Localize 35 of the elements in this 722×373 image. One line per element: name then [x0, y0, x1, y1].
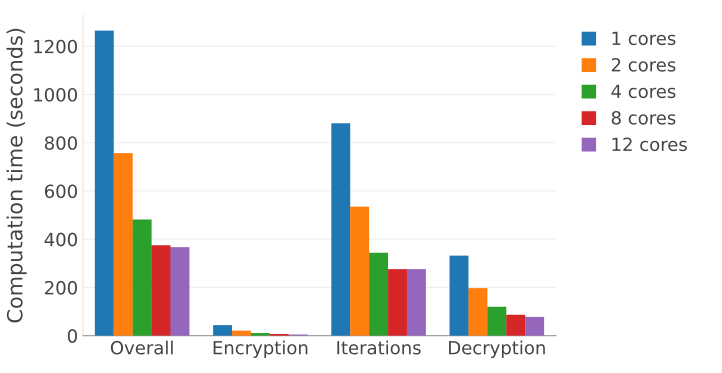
bar	[250, 333, 270, 336]
legend-label: 12 cores	[612, 137, 687, 152]
bar	[132, 219, 152, 336]
bar	[94, 30, 114, 336]
bar	[331, 123, 350, 336]
legend-label: 8 cores	[612, 110, 676, 125]
x-tick-label: Iterations	[337, 340, 421, 355]
bar	[525, 316, 544, 336]
legend-label: 2 cores	[612, 58, 676, 72]
bar	[468, 288, 488, 336]
bar	[213, 325, 232, 336]
x-tick-label: Overall	[110, 340, 173, 355]
y-axis-title: Computation time (seconds)	[6, 28, 27, 322]
bar	[170, 247, 190, 336]
bar	[487, 306, 506, 336]
bar	[369, 252, 388, 336]
y-tick-label: 800	[44, 136, 77, 150]
bar	[406, 269, 426, 336]
bar	[350, 206, 370, 336]
x-tick-label: Encryption	[214, 340, 308, 358]
bar	[114, 153, 133, 336]
y-tick-label: 400	[44, 232, 77, 246]
y-tick-label: 600	[44, 184, 77, 198]
bar	[506, 314, 526, 336]
y-tick-label: 1000	[34, 88, 77, 102]
bar	[152, 245, 171, 336]
y-tick-label: 0	[68, 329, 77, 343]
legend-label: 4 cores	[611, 84, 676, 98]
x-tick-label: Decryption	[449, 340, 545, 358]
legend-label: 1 cores	[612, 32, 676, 46]
y-tick-label: 1200	[34, 40, 77, 54]
y-tick-label: 200	[45, 280, 77, 295]
bar	[450, 256, 468, 336]
bar	[388, 269, 407, 336]
bar	[232, 330, 251, 336]
